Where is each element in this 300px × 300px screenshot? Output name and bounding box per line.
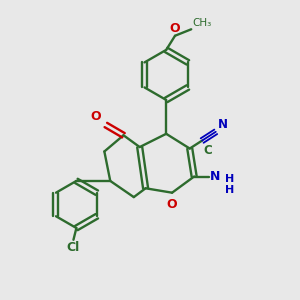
Text: O: O <box>90 110 101 123</box>
Text: O: O <box>169 22 180 35</box>
Text: CH₃: CH₃ <box>193 18 212 28</box>
Text: N: N <box>210 170 221 183</box>
Text: O: O <box>167 198 177 211</box>
Text: C: C <box>203 144 212 157</box>
Text: N: N <box>218 118 227 130</box>
Text: H: H <box>225 174 234 184</box>
Text: H: H <box>225 185 234 195</box>
Text: Cl: Cl <box>67 241 80 254</box>
